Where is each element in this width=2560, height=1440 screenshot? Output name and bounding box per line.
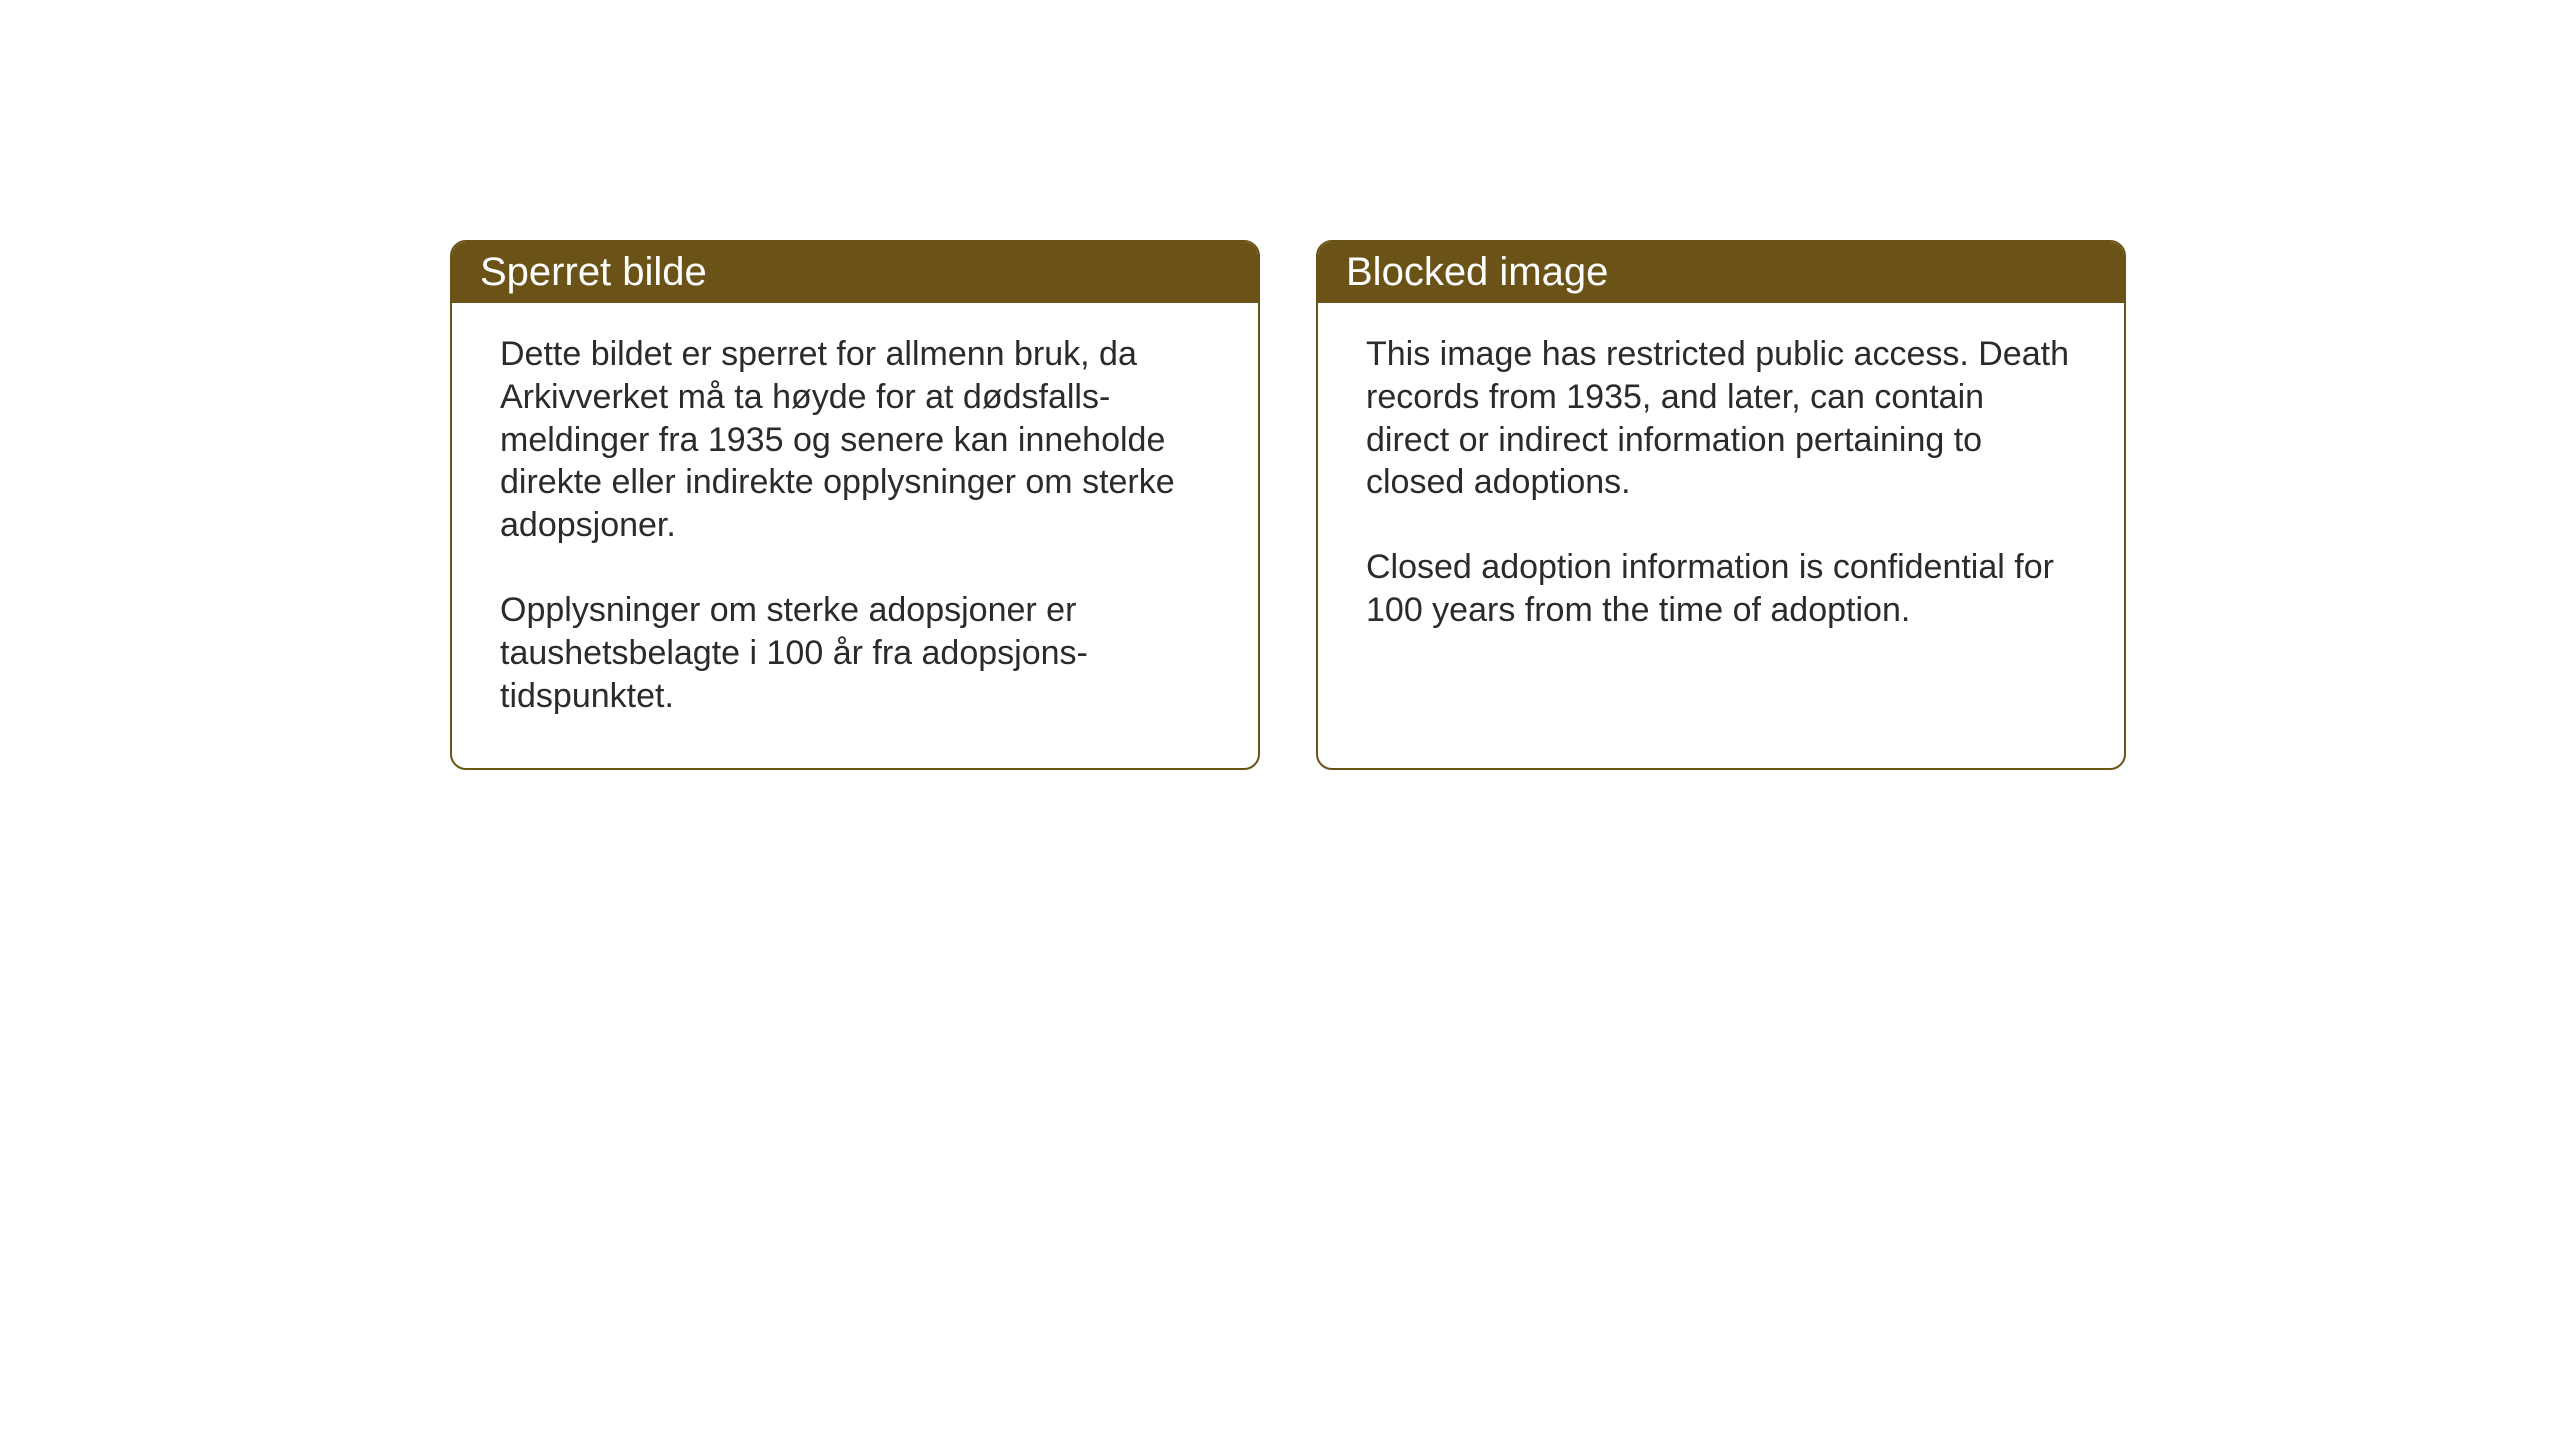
card-paragraph-2: Opplysninger om sterke adopsjoner er tau… (500, 589, 1210, 717)
notice-card-norwegian: Sperret bilde Dette bildet er sperret fo… (450, 240, 1260, 770)
card-paragraph-2: Closed adoption information is confident… (1366, 546, 2076, 632)
notice-container: Sperret bilde Dette bildet er sperret fo… (450, 240, 2126, 770)
card-header-english: Blocked image (1318, 242, 2124, 303)
card-body-english: This image has restricted public access.… (1318, 303, 2124, 682)
card-paragraph-1: Dette bildet er sperret for allmenn bruk… (500, 333, 1210, 547)
card-header-norwegian: Sperret bilde (452, 242, 1258, 303)
card-body-norwegian: Dette bildet er sperret for allmenn bruk… (452, 303, 1258, 768)
card-title: Sperret bilde (480, 250, 707, 294)
notice-card-english: Blocked image This image has restricted … (1316, 240, 2126, 770)
card-title: Blocked image (1346, 250, 1608, 294)
card-paragraph-1: This image has restricted public access.… (1366, 333, 2076, 504)
